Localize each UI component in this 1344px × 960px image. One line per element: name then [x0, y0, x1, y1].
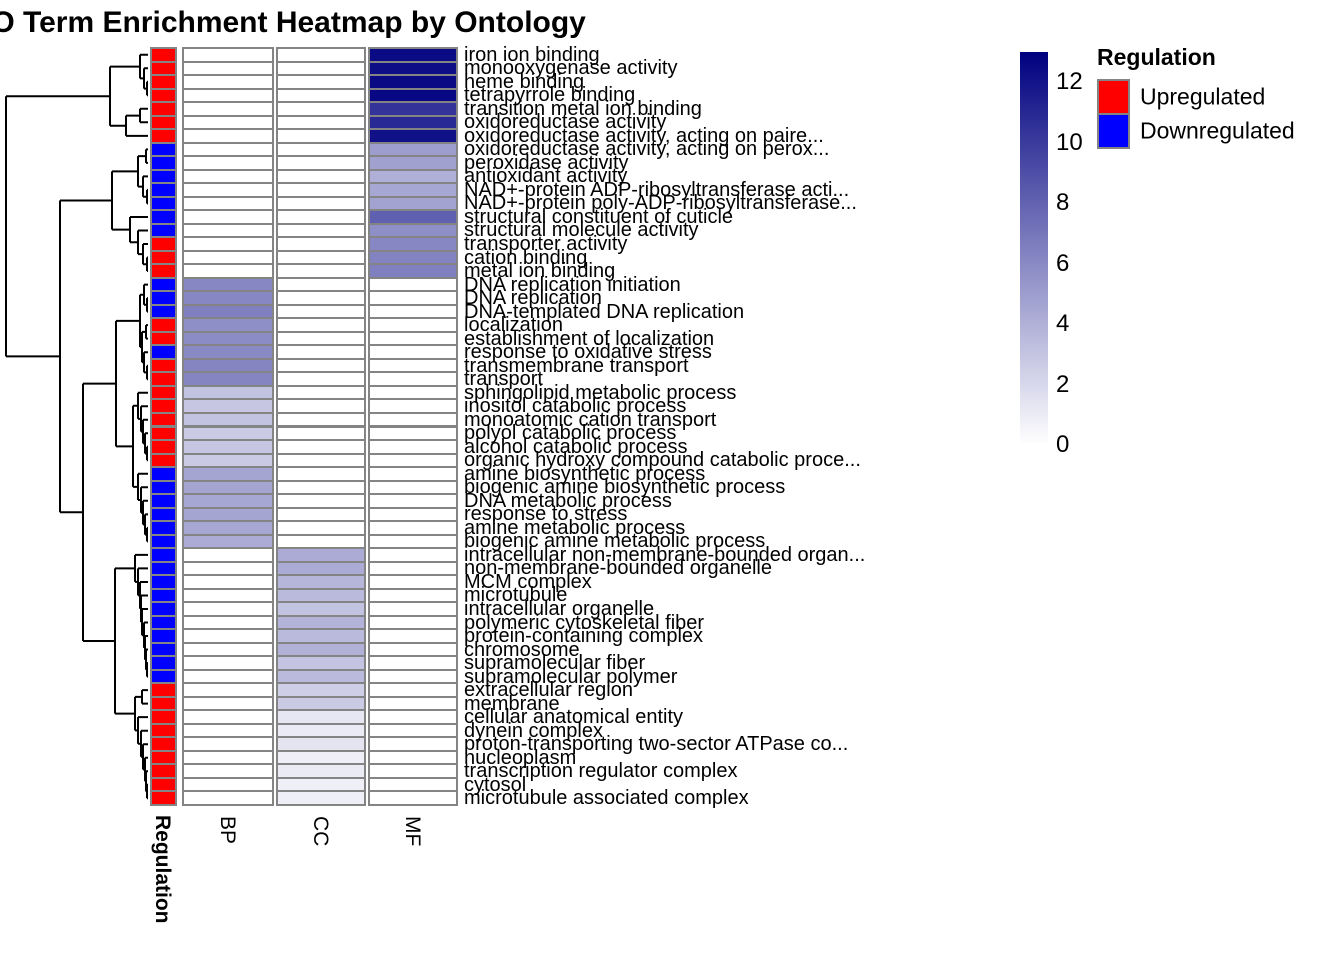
- row-label: amine biosynthetic process: [464, 462, 706, 485]
- row-label: non-membrane-bounded organelle: [464, 557, 772, 580]
- row-label: metal ion binding: [464, 260, 616, 283]
- row-label: amine metabolic process: [464, 516, 686, 539]
- row-label: peroxidase activity: [464, 151, 629, 174]
- row-label: polyol catabolic process: [464, 422, 677, 445]
- row-label: intracellular organelle: [464, 597, 655, 620]
- colorbar-tick-label: 0: [1056, 431, 1070, 458]
- row-label: heme binding: [464, 70, 585, 93]
- row-label: transmembrane transport: [464, 354, 689, 377]
- row-label: biogenic amine metabolic process: [464, 530, 766, 553]
- row-label: structural constituent of cuticle: [464, 205, 734, 228]
- row-label: DNA replication initiation: [464, 273, 681, 296]
- row-label: establishment of localization: [464, 327, 715, 350]
- row-label: supramolecular fiber: [464, 652, 646, 675]
- row-label: transporter activity: [464, 233, 628, 255]
- row-label: cation binding: [464, 246, 588, 269]
- column-label-bp: BP: [216, 816, 239, 845]
- colorbar-tick-label: 2: [1056, 370, 1070, 398]
- row-label: proton-transporting two-sector ATPase co…: [464, 733, 849, 756]
- row-label: oxidoreductase activity, acting on perox…: [464, 138, 830, 161]
- row-label: microtubule associated complex: [464, 787, 749, 810]
- row-label: intracellular non-membrane-bounded organ…: [464, 543, 866, 566]
- row-label: sphingolipid metabolic process: [464, 381, 737, 404]
- regulation-annotation-cell: [150, 790, 177, 806]
- heatmap-cell: [276, 790, 366, 806]
- row-label: structural molecule activity: [464, 219, 699, 242]
- row-label: transition metal ion binding: [464, 97, 702, 120]
- colorbar-tick-label: 12: [1056, 68, 1083, 96]
- row-label: DNA replication: [464, 287, 602, 310]
- colorbar: [1020, 52, 1048, 445]
- row-label: extracellular region: [464, 679, 633, 702]
- row-label: inositol catabolic process: [464, 395, 687, 418]
- row-label: antioxidant activity: [464, 165, 628, 188]
- row-label: response to stress: [464, 503, 628, 526]
- heatmap-cell: [368, 790, 458, 806]
- row-label: monooxygenase activity: [464, 57, 678, 80]
- row-label: cytosol: [464, 773, 527, 796]
- column-label-mf: MF: [401, 816, 424, 847]
- colorbar-tick-label: 10: [1056, 128, 1083, 156]
- row-label: response to oxidative stress: [464, 341, 712, 364]
- colorbar-tick-label: 8: [1056, 189, 1070, 217]
- row-label: transport: [464, 368, 543, 391]
- row-label: oxidoreductase activity: [464, 111, 667, 134]
- legend-title: Regulation: [1097, 44, 1216, 70]
- row-label: tetrapyrrole binding: [464, 84, 636, 107]
- row-label: NAD+-protein ADP-ribosyltransferase acti…: [464, 178, 850, 201]
- row-label: protein-containing complex: [464, 625, 704, 648]
- row-label: cellular anatomical entity: [464, 706, 683, 729]
- upregulated-swatch: [1097, 79, 1130, 115]
- page-title: GO Term Enrichment Heatmap by Ontology: [0, 6, 586, 39]
- row-label: monoatomic cation transport: [464, 408, 717, 431]
- colorbar-tick-label: 4: [1056, 310, 1070, 338]
- row-label: nucleoplasm: [464, 746, 577, 769]
- row-label: organic hydroxy compound catabolic proce…: [464, 449, 861, 472]
- row-label: localization: [464, 314, 563, 337]
- row-label: iron ion binding: [464, 43, 600, 66]
- row-label: supramolecular polymer: [464, 665, 678, 688]
- row-label: MCM complex: [464, 570, 592, 593]
- row-label: microtubule: [464, 584, 568, 607]
- row-label: transcription regulator complex: [464, 760, 738, 783]
- heatmap-cell: [182, 790, 274, 806]
- row-label: polymeric cytoskeletal fiber: [464, 611, 705, 634]
- row-label: DNA metabolic process: [464, 489, 672, 512]
- row-label: chromosome: [464, 638, 580, 661]
- row-label: alcohol catabolic process: [464, 435, 688, 458]
- downregulated-swatch: [1097, 113, 1130, 149]
- annotation-axis-label: Regulation: [151, 815, 174, 924]
- row-label: biogenic amine biosynthetic process: [464, 476, 786, 499]
- row-label: oxidoreductase activity, acting on paire…: [464, 124, 824, 147]
- legend-item-label: Upregulated: [1140, 83, 1266, 110]
- legend-item-label: Downregulated: [1140, 117, 1295, 144]
- row-label: membrane: [464, 692, 560, 715]
- row-label: dynein complex: [464, 719, 603, 742]
- row-label: DNA-templated DNA replication: [464, 300, 745, 323]
- row-label: NAD+-protein poly-ADP-ribosyltransferase…: [464, 192, 857, 215]
- colorbar-tick-label: 6: [1056, 249, 1070, 277]
- column-label-cc: CC: [309, 816, 332, 847]
